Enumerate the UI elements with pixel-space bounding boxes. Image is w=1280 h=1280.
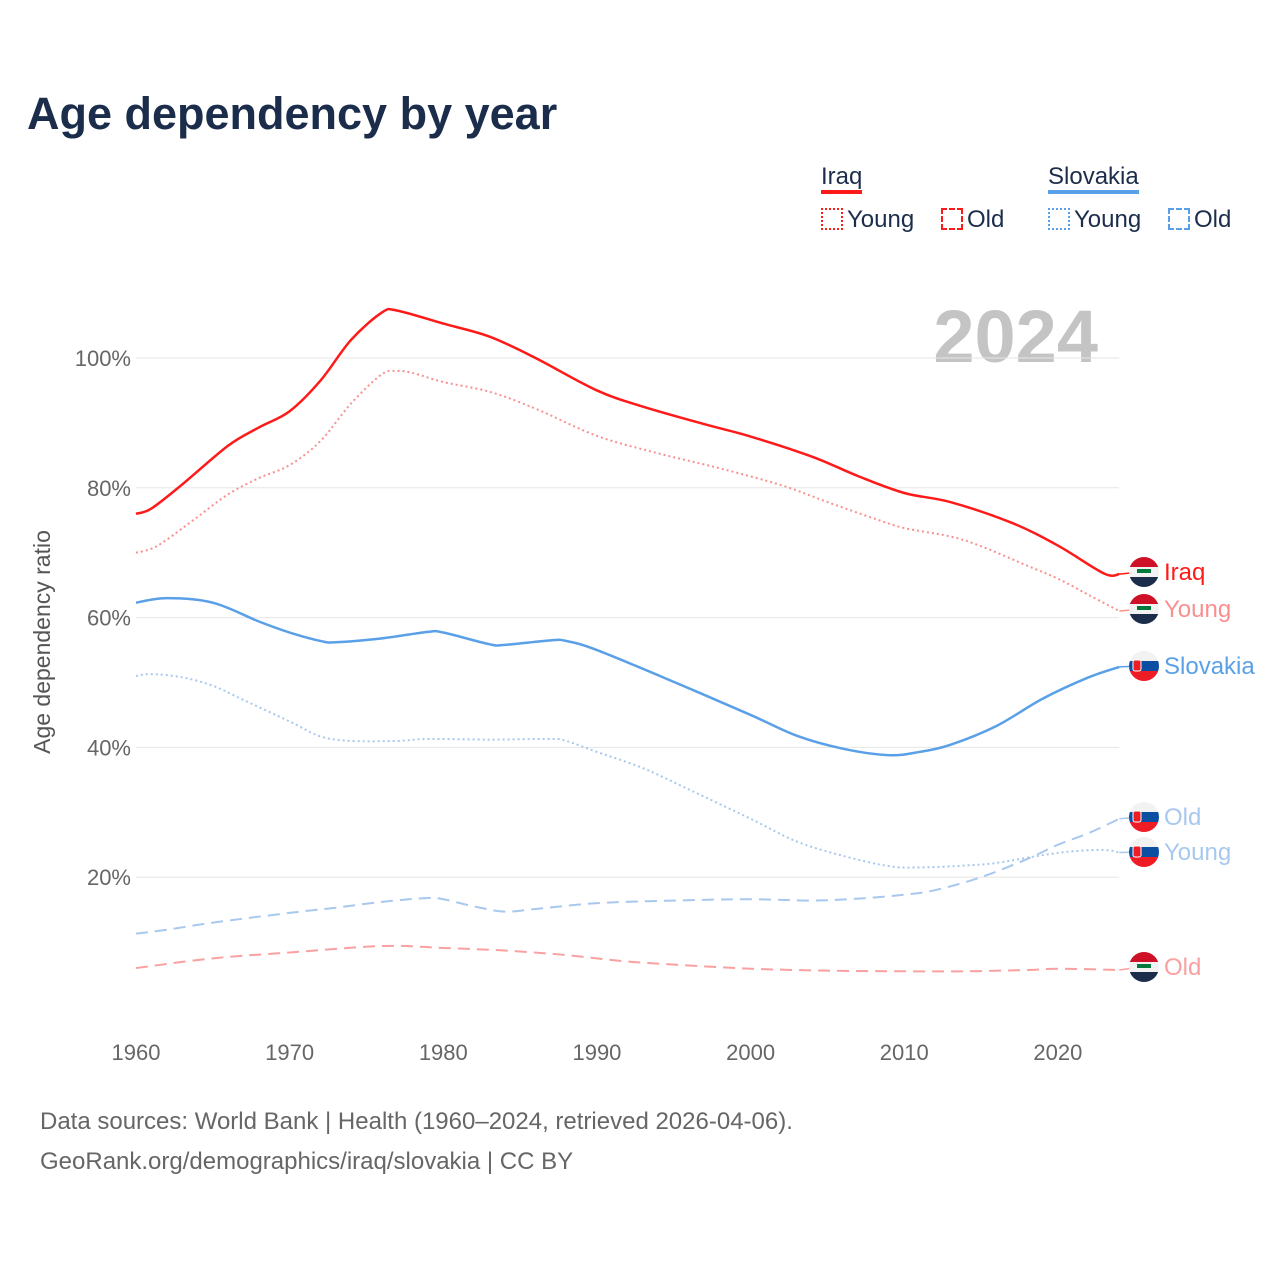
x-tick-label: 1960 — [112, 1040, 161, 1065]
x-tick-label: 1970 — [265, 1040, 314, 1065]
y-tick-label: 100% — [75, 346, 131, 371]
legend-slovakia-young[interactable]: Young — [1048, 206, 1141, 234]
legend-group-iraq: Iraq — [821, 163, 863, 194]
series-line-iraq-young — [135, 369, 1120, 612]
slovakia-flag-icon — [1129, 837, 1159, 867]
end-label: Slovakia — [1164, 653, 1255, 680]
x-tick-label: 1990 — [572, 1040, 621, 1065]
dotted-swatch-icon — [821, 208, 843, 230]
series-line-iraq — [135, 307, 1120, 577]
y-tick-label: 60% — [87, 606, 131, 631]
y-axis-label: Age dependency ratio — [29, 530, 55, 754]
y-tick-label: 20% — [87, 865, 131, 890]
end-label: Young — [1164, 839, 1231, 866]
dotted-swatch-icon — [1048, 208, 1070, 230]
y-tick-label: 80% — [87, 476, 131, 501]
end-label: Young — [1164, 596, 1231, 623]
legend-group-slovakia: Slovakia — [1048, 163, 1139, 194]
legend-label: Old — [967, 206, 1005, 233]
end-label: Iraq — [1164, 559, 1205, 586]
footer-url[interactable]: GeoRank.org/demographics/iraq/slovakia |… — [40, 1148, 574, 1175]
end-label: Old — [1164, 954, 1201, 981]
series-line-iraq-old — [135, 944, 1120, 973]
legend-slovakia-old[interactable]: Old — [1168, 206, 1231, 234]
legend-country-iraq: Iraq — [821, 163, 863, 194]
legend-label: Old — [1194, 206, 1232, 233]
x-tick-label: 1980 — [419, 1040, 468, 1065]
series-line-slovakia — [135, 596, 1120, 757]
legend-country-slovakia: Slovakia — [1048, 163, 1139, 194]
x-tick-label: 2020 — [1033, 1040, 1082, 1065]
end-label: Old — [1164, 804, 1201, 831]
iraq-flag-icon — [1129, 557, 1159, 587]
y-tick-label: 40% — [87, 735, 131, 760]
series-line-slovakia-old — [135, 817, 1120, 935]
legend-iraq-young[interactable]: Young — [821, 206, 914, 234]
x-tick-label: 2000 — [726, 1040, 775, 1065]
dashed-swatch-icon — [1168, 208, 1190, 230]
legend-label: Young — [1074, 206, 1142, 233]
x-tick-label: 2010 — [880, 1040, 929, 1065]
year-watermark: 2024 — [933, 295, 1098, 378]
slovakia-flag-icon — [1129, 651, 1159, 681]
dashed-swatch-icon — [941, 208, 963, 230]
legend-iraq-old[interactable]: Old — [941, 206, 1004, 234]
chart-title: Age dependency by year — [27, 88, 558, 139]
series-line-slovakia-young — [135, 673, 1120, 869]
iraq-flag-icon — [1129, 952, 1159, 982]
footer-sources: Data sources: World Bank | Health (1960–… — [40, 1108, 793, 1135]
slovakia-flag-icon — [1129, 802, 1159, 832]
legend-label: Young — [847, 206, 915, 233]
iraq-flag-icon — [1129, 594, 1159, 624]
